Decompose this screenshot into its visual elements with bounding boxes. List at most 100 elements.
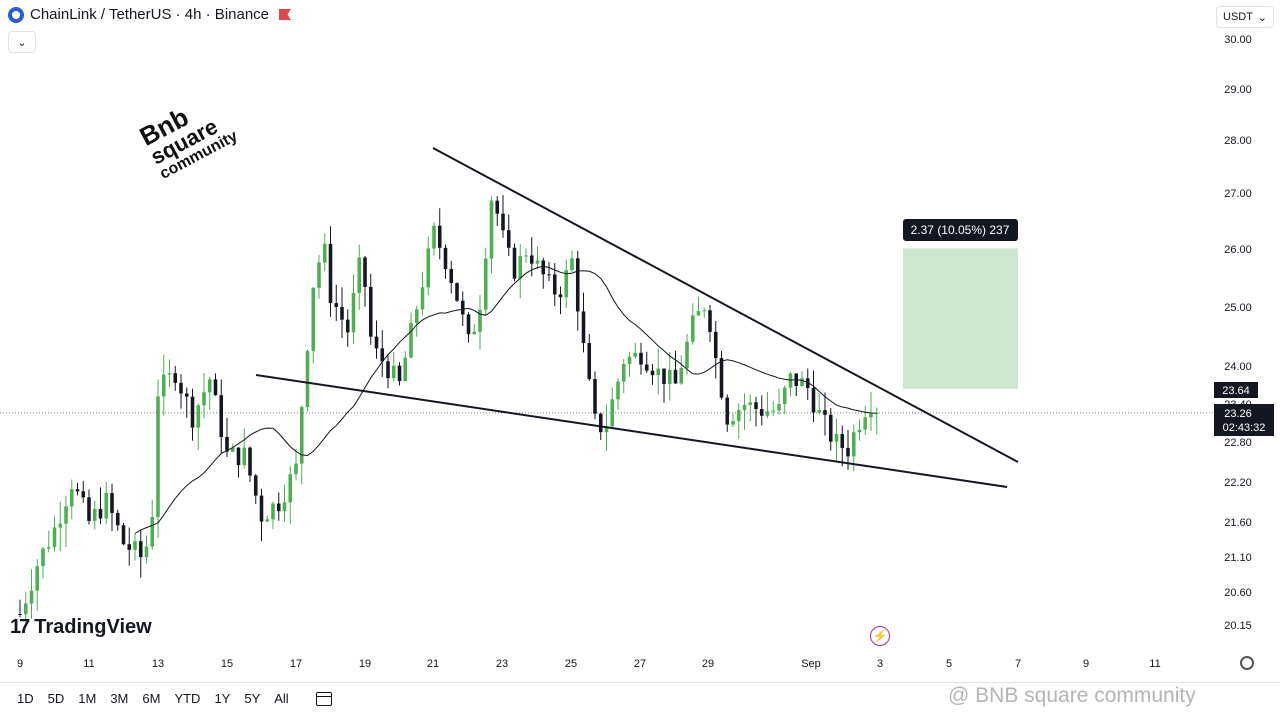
candle-body: [64, 506, 68, 524]
x-tick-label: 11: [83, 658, 94, 670]
y-tick-label: 22.20: [1224, 477, 1252, 489]
candle-body: [685, 341, 689, 369]
candle-body: [673, 369, 678, 384]
bottom-toolbar: 1D 5D 1M 3M 6M YTD 1Y 5Y All: [0, 682, 1280, 714]
candle-body: [449, 269, 454, 284]
currency-selector[interactable]: USDT ⌄: [1216, 6, 1274, 28]
candle-body: [805, 378, 810, 388]
candle-body: [650, 370, 655, 376]
candle-body: [397, 365, 402, 382]
candle-body: [713, 331, 718, 359]
candle-body: [828, 414, 833, 442]
range-1m-button[interactable]: 1M: [78, 691, 97, 706]
candle-body: [368, 286, 373, 337]
candle-body: [98, 508, 103, 519]
candle-body: [374, 336, 379, 349]
flag-icon[interactable]: [279, 9, 292, 20]
x-tick-label: 27: [634, 658, 646, 670]
candle-body: [328, 243, 333, 304]
candle-body: [380, 348, 385, 362]
candle-body: [92, 508, 97, 521]
candle-body: [437, 225, 442, 248]
candle-body: [489, 200, 494, 259]
x-tick-label: 23: [496, 658, 508, 670]
candle-body: [409, 323, 413, 358]
candle-body: [345, 319, 350, 333]
range-5d-button[interactable]: 5D: [47, 691, 65, 706]
candle-body: [524, 255, 528, 257]
range-6m-button[interactable]: 6M: [142, 691, 161, 706]
candle-body: [558, 294, 563, 298]
candle-body: [426, 248, 431, 288]
target-price-badge: [1214, 382, 1258, 398]
lightning-icon[interactable]: ⚡: [870, 626, 890, 646]
candle-body: [460, 300, 465, 315]
candle-body: [483, 258, 488, 310]
range-1d-button[interactable]: 1D: [17, 691, 34, 706]
candle-body: [87, 497, 91, 521]
x-tick-label: 3: [877, 658, 883, 670]
candle-body: [207, 379, 212, 393]
candle-body: [265, 519, 270, 522]
candle-body: [213, 379, 218, 396]
candle-body: [518, 256, 523, 279]
collapse-legend-button[interactable]: ⌄: [8, 31, 36, 53]
candle-body: [455, 283, 459, 301]
candle-body: [593, 379, 597, 414]
chevron-down-icon: ⌄: [1257, 11, 1267, 24]
candle-body: [535, 260, 540, 264]
candle-body: [656, 368, 661, 376]
upper-trendline: [432, 147, 1019, 463]
chart-header[interactable]: ChainLink / TetherUS · 4h · Binance: [8, 6, 292, 23]
current-price-text: 23.26: [1224, 408, 1252, 420]
symbol-title[interactable]: ChainLink / TetherUS · 4h · Binance: [30, 6, 270, 23]
candle-body: [29, 590, 34, 604]
candle-body: [167, 373, 172, 375]
candle-body: [725, 397, 730, 425]
candle-body: [133, 541, 137, 550]
candle-body: [696, 311, 701, 316]
footer-watermark: @ BNB square community: [948, 684, 1196, 708]
candle-body: [863, 417, 868, 430]
candle-body: [644, 364, 649, 371]
candle-body: [236, 447, 241, 466]
calendar-icon[interactable]: [315, 691, 332, 706]
range-5y-button[interactable]: 5Y: [244, 691, 261, 706]
candle-body: [190, 396, 195, 428]
candle-body: [610, 399, 615, 427]
x-tick-label: 17: [290, 658, 302, 670]
candle-body: [144, 546, 149, 558]
x-tick-label: 13: [152, 658, 164, 670]
candle-body: [621, 364, 626, 382]
range-3m-button[interactable]: 3M: [110, 691, 129, 706]
candle-body: [869, 413, 873, 418]
candle-body: [340, 307, 344, 320]
candle-body: [512, 247, 517, 279]
candle-body: [719, 358, 724, 398]
candle-body: [23, 603, 28, 615]
range-ytd-button[interactable]: YTD: [174, 691, 201, 706]
candle-body: [69, 489, 74, 507]
y-tick-label: 30.00: [1224, 34, 1252, 46]
candle-body: [403, 357, 408, 382]
candle-body: [857, 429, 862, 433]
candle-body: [127, 544, 132, 550]
x-tick-label: Sep: [801, 658, 821, 670]
candle-body: [230, 447, 235, 452]
gear-icon[interactable]: [1240, 656, 1254, 670]
tradingview-logo[interactable]: 17 TradingView: [10, 616, 152, 639]
x-tick-label: 11: [1149, 658, 1160, 670]
candle-body: [547, 274, 551, 276]
candle-body: [202, 392, 206, 406]
candle-body: [179, 382, 183, 394]
x-tick-label: 21: [427, 658, 439, 670]
range-1y-button[interactable]: 1Y: [214, 691, 231, 706]
x-tick-label: 19: [359, 658, 371, 670]
range-all-button[interactable]: All: [274, 691, 289, 706]
candle-body: [587, 343, 592, 380]
candle-body: [391, 365, 396, 379]
candle-body: [271, 503, 275, 520]
candle-body: [564, 270, 569, 298]
candle-body: [81, 491, 86, 498]
